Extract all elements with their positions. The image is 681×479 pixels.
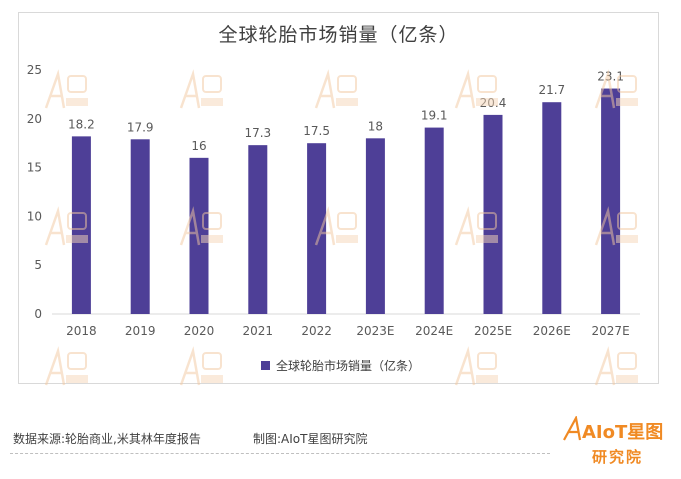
y-tick-label: 0 [34,307,42,321]
data-label: 23.1 [597,70,624,84]
legend-label: 全球轮胎市场销量（亿条） [275,359,420,373]
logo-brand-text: AIoT星图 [582,422,663,443]
y-tick-label: 5 [34,258,42,272]
x-tick-label: 2018 [66,324,97,338]
y-tick-label: 20 [27,112,42,126]
bar [189,157,209,314]
bar [71,136,91,314]
logo-mark: AIoT星图 研究院 [563,414,663,466]
x-tick-label: 2020 [184,324,215,338]
x-tick-label: 2026E [533,324,571,338]
data-source: 数据来源:轮胎商业,米其林年度报告 [13,432,201,446]
data-label: 16 [191,139,206,153]
x-tick-label: 2021 [243,324,274,338]
data-label: 17.3 [244,126,271,140]
bar [483,114,503,315]
chart-legend: 全球轮胎市场销量（亿条） [0,357,681,374]
x-tick-label: 2023E [356,324,394,338]
legend-swatch [260,361,270,370]
bar [130,139,150,314]
bar [542,102,562,314]
x-tick-label: 2024E [415,324,453,338]
x-tick-label: 2019 [125,324,156,338]
logo-sub-text: 研究院 [592,448,643,466]
data-label: 17.5 [303,124,330,138]
bar [248,145,268,314]
chart-credit: 制图:AIoT星图研究院 [253,432,368,446]
data-label: 21.7 [538,83,565,97]
bar [307,143,327,314]
data-label: 18.2 [68,117,95,131]
bar [424,127,444,314]
data-label: 19.1 [421,109,448,123]
x-tick-label: 2027E [592,324,630,338]
x-tick-label: 2025E [474,324,512,338]
data-label: 20.4 [480,96,507,110]
chart-title: 全球轮胎市场销量（亿条） [218,24,459,46]
y-tick-label: 25 [27,63,42,77]
data-label: 18 [368,119,383,133]
footer-divider [10,453,550,454]
y-tick-label: 10 [27,209,42,223]
y-tick-label: 15 [27,161,42,175]
bar [601,88,621,314]
x-tick-label: 2022 [301,324,332,338]
brand-logo: AIoT星图 研究院 [560,414,670,468]
bar [365,138,385,314]
data-label: 17.9 [127,120,154,134]
